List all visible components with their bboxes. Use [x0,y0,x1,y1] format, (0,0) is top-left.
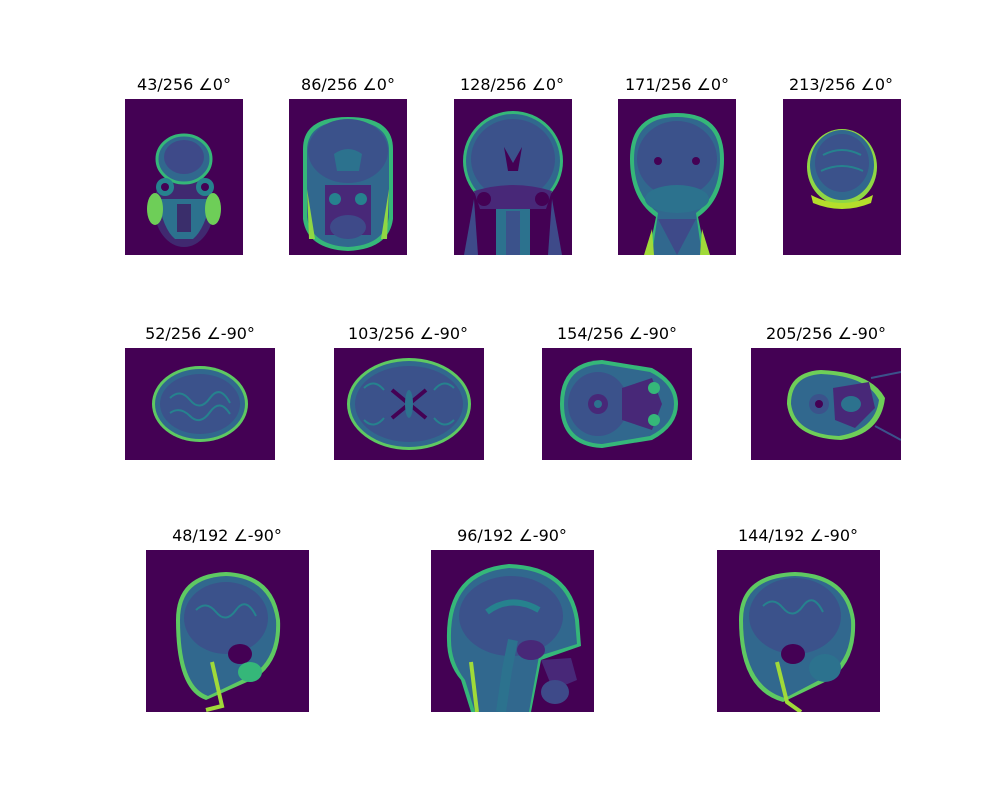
panel-title: 96/192 ∠-90° [457,526,567,545]
panel-title: 144/192 ∠-90° [737,526,859,545]
mri-slice-image [542,348,692,460]
mri-slice-image [717,550,880,712]
mri-slice-image [125,99,243,255]
mri-slice-image [289,99,407,255]
panel-title: 48/192 ∠-90° [172,526,282,545]
mri-slice-image [618,99,736,255]
mri-slice-image [125,348,275,460]
mri-slice-image [751,348,901,460]
panel-title: 171/256 ∠0° [624,75,730,94]
panel-title: 86/256 ∠0° [301,75,395,94]
panel-title: 213/256 ∠0° [788,75,894,94]
panel-title: 103/256 ∠-90° [347,324,469,343]
panel-title: 52/256 ∠-90° [145,324,255,343]
mri-slice-image [454,99,572,255]
panel-title: 128/256 ∠0° [459,75,565,94]
mri-slice-image [783,99,901,255]
panel-title: 43/256 ∠0° [137,75,231,94]
panel-title: 205/256 ∠-90° [765,324,887,343]
panel-title: 154/256 ∠-90° [556,324,678,343]
mri-slice-image [431,550,594,712]
mri-slice-image [334,348,484,460]
mri-slice-image [146,550,309,712]
